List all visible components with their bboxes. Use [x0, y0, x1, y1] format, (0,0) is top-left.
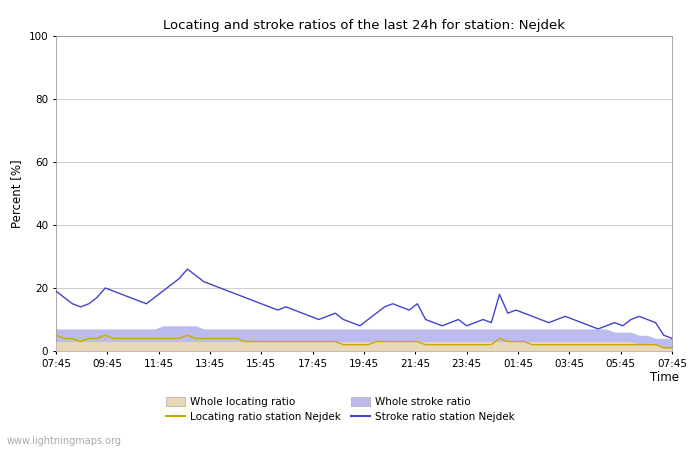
Text: www.lightningmaps.org: www.lightningmaps.org [7, 436, 122, 446]
Text: Time: Time [650, 371, 679, 384]
Legend: Whole locating ratio, Locating ratio station Nejdek, Whole stroke ratio, Stroke : Whole locating ratio, Locating ratio sta… [166, 397, 515, 423]
Y-axis label: Percent [%]: Percent [%] [10, 159, 23, 228]
Title: Locating and stroke ratios of the last 24h for station: Nejdek: Locating and stroke ratios of the last 2… [163, 19, 565, 32]
